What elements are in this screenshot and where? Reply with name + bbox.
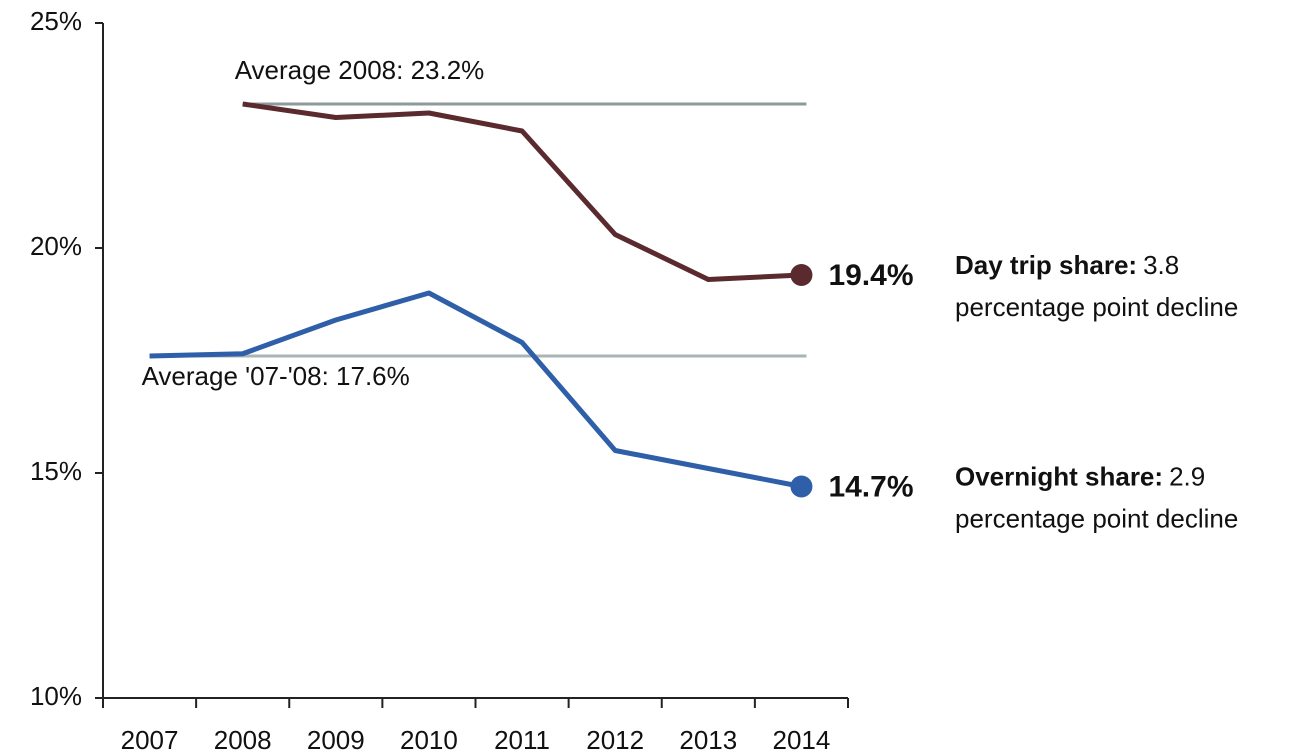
series-note: Day trip share: 3.8 bbox=[955, 250, 1179, 280]
reference-label: Average 2008: 23.2% bbox=[235, 55, 485, 85]
end-marker bbox=[790, 264, 813, 286]
x-tick-label: 2014 bbox=[773, 725, 831, 755]
x-tick-label: 2009 bbox=[307, 725, 365, 755]
note-title: Overnight share: bbox=[955, 461, 1163, 491]
series-note: Overnight share: 2.9 bbox=[955, 461, 1205, 491]
note-value: 3.8 bbox=[1143, 250, 1179, 280]
series-line bbox=[149, 290, 802, 489]
x-tick-label: 2013 bbox=[679, 725, 737, 755]
series-note-detail: percentage point decline bbox=[955, 503, 1238, 533]
x-tick-label: 2012 bbox=[586, 725, 644, 755]
y-tick-label: 25% bbox=[30, 6, 82, 36]
value-label: 14.7% bbox=[828, 470, 913, 503]
value-label: 19.4% bbox=[828, 259, 913, 292]
y-tick-label: 20% bbox=[30, 231, 82, 261]
series-note-detail: percentage point decline bbox=[955, 292, 1238, 322]
end-marker bbox=[790, 475, 813, 498]
y-tick-label: 10% bbox=[30, 681, 82, 711]
series-line bbox=[242, 101, 802, 282]
y-tick-label: 15% bbox=[30, 456, 82, 486]
x-tick-label: 2007 bbox=[121, 725, 179, 755]
x-tick-label: 2008 bbox=[214, 725, 272, 755]
note-title: Day trip share: bbox=[955, 250, 1137, 280]
x-tick-label: 2011 bbox=[494, 725, 550, 755]
x-tick-label: 2010 bbox=[400, 725, 458, 755]
reference-label: Average '07-'08: 17.6% bbox=[142, 361, 410, 391]
note-value: 2.9 bbox=[1169, 461, 1205, 491]
